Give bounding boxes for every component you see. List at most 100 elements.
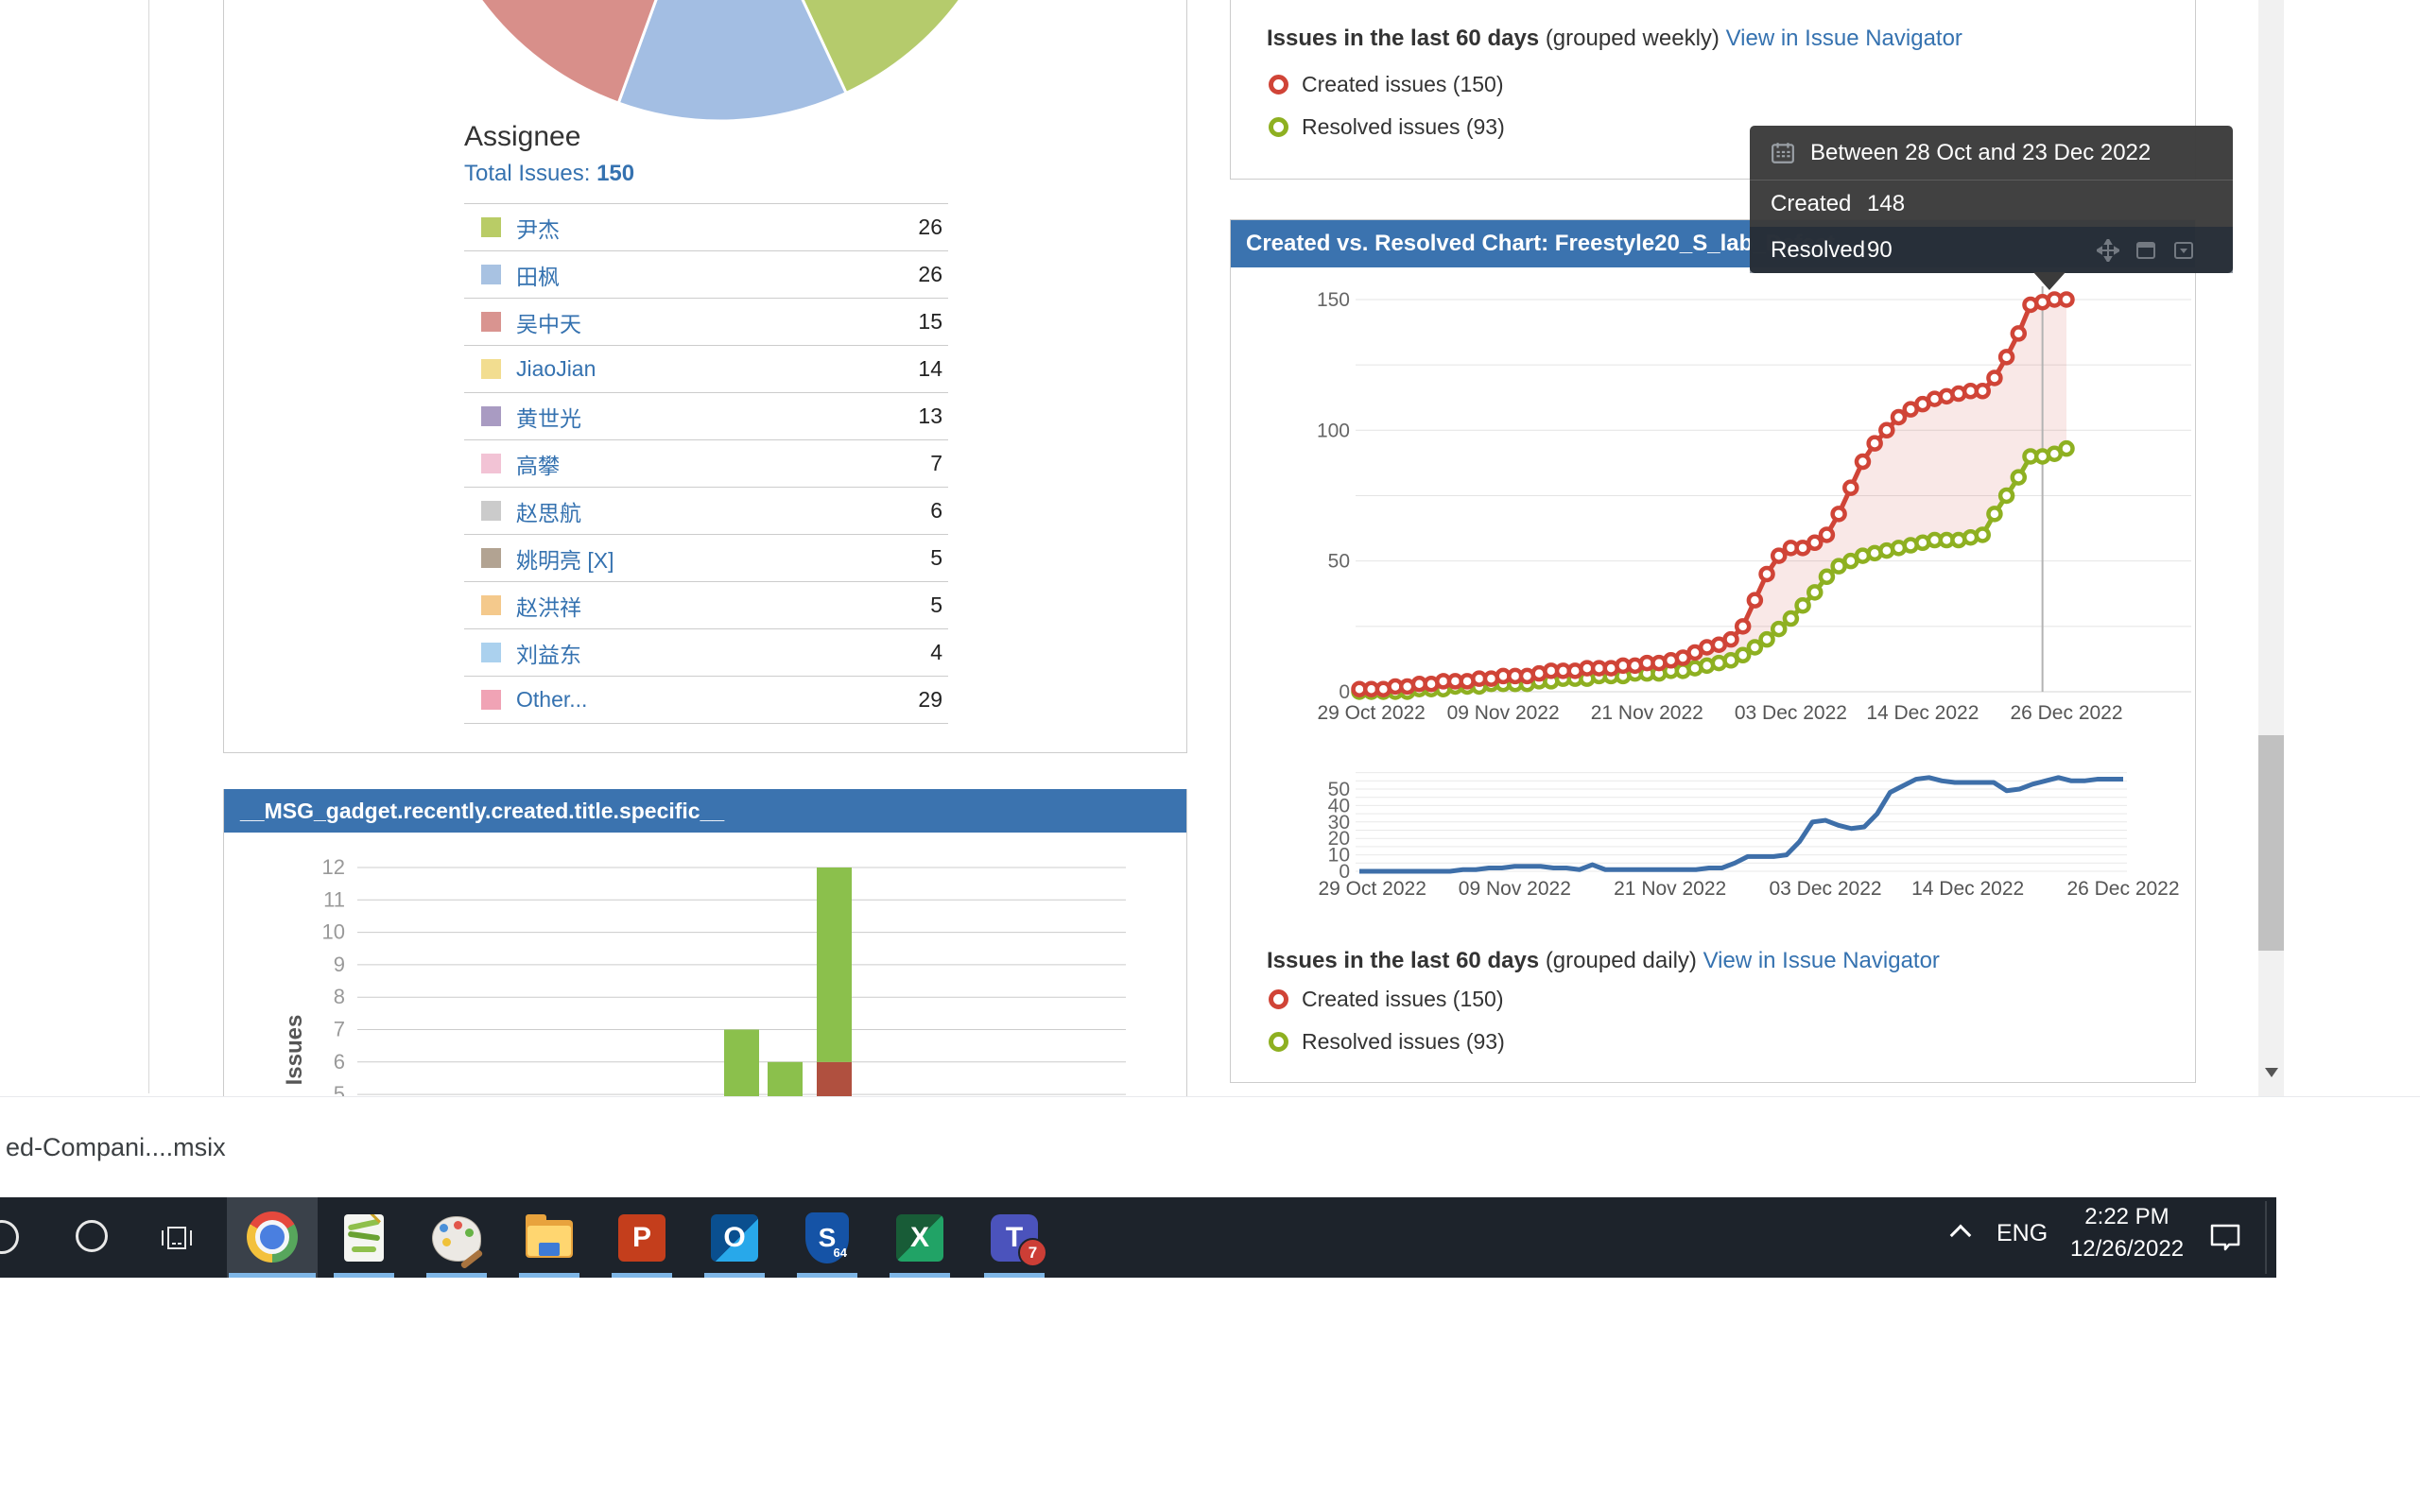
file-explorer-icon[interactable] <box>524 1212 575 1263</box>
weekly-title-line: Issues in the last 60 days (grouped week… <box>1267 26 1962 52</box>
download-item[interactable]: ed-Compani....msix <box>6 1097 226 1198</box>
assignee-count: 6 <box>930 498 942 523</box>
action-center-icon[interactable] <box>2208 1222 2242 1254</box>
show-desktop-divider[interactable] <box>2265 1201 2267 1274</box>
calendar-icon <box>1772 142 1794 163</box>
svg-text:21 Nov 2022: 21 Nov 2022 <box>1614 878 1726 900</box>
weekly-view-in-issue-navigator-link[interactable]: View in Issue Navigator <box>1725 26 1962 51</box>
weekly-created-label: Created issues (150) <box>1302 72 1504 96</box>
scrollbar-down-arrow-icon[interactable] <box>2265 1068 2278 1077</box>
tooltip-created-row: Created 148 <box>1750 180 2233 227</box>
recently-created-header[interactable]: __MSG_gadget.recently.created.title.spec… <box>224 789 1186 833</box>
assignee-link[interactable]: 黄世光 <box>516 405 581 431</box>
running-indicator <box>704 1273 765 1278</box>
tooltip-pointer <box>2033 272 2066 290</box>
weekly-gadget: Issues in the last 60 days (grouped week… <box>1230 0 2196 180</box>
assignee-link[interactable]: 尹杰 <box>516 216 560 242</box>
assignee-link[interactable]: 田枫 <box>516 264 560 289</box>
chrome-running-indicator <box>229 1273 316 1278</box>
assignee-link[interactable]: Other... <box>516 687 588 712</box>
svg-text:40: 40 <box>1328 795 1350 816</box>
svg-text:09 Nov 2022: 09 Nov 2022 <box>1447 702 1560 724</box>
scrollbar-thumb[interactable] <box>2258 735 2284 951</box>
assignee-count: 4 <box>930 640 942 664</box>
svg-text:100: 100 <box>1317 420 1350 441</box>
tooltip-resolved-row: Resolved 90 <box>1750 227 2233 273</box>
chrome-icon[interactable] <box>247 1211 298 1263</box>
excel-icon[interactable]: X <box>894 1212 945 1263</box>
weekly-resolved-label: Resolved issues (93) <box>1302 114 1505 139</box>
legend-swatch <box>481 359 501 379</box>
clock[interactable]: 2:22 PM 12/26/2022 <box>2051 1201 2203 1274</box>
cortana-ring-icon[interactable] <box>76 1220 108 1252</box>
svg-text:50: 50 <box>1328 779 1350 800</box>
svg-text:11: 11 <box>323 887 345 911</box>
assignee-link[interactable]: 赵洪祥 <box>516 594 581 620</box>
chrome-taskbar-slot[interactable] <box>227 1197 318 1278</box>
task-view-icon[interactable] <box>161 1222 193 1254</box>
table-row: 赵洪祥 5 <box>464 581 948 628</box>
svg-text:26 Dec 2022: 26 Dec 2022 <box>2010 702 2122 724</box>
assignee-count: 7 <box>930 451 942 475</box>
resolved-ring-icon <box>1269 117 1288 137</box>
daily-title: Issues in the last 60 days <box>1267 948 1540 973</box>
created-ring-icon <box>1269 989 1288 1009</box>
powerpoint-icon[interactable]: P <box>616 1212 667 1263</box>
legend-swatch <box>481 265 501 284</box>
table-row: 高攀 7 <box>464 439 948 487</box>
assignee-link[interactable]: 刘益东 <box>516 642 581 667</box>
outlook-icon[interactable]: O <box>709 1212 760 1263</box>
assignee-link[interactable]: JiaoJian <box>516 356 596 381</box>
pie-chart-title: Assignee <box>464 121 581 152</box>
tooltip-resolved-label: Resolved <box>1771 236 1866 263</box>
assignee-pie-chart[interactable] <box>224 0 1186 126</box>
table-row: JiaoJian 14 <box>464 345 948 392</box>
assignee-link[interactable]: 姚明亮 [X] <box>516 547 614 573</box>
daily-resolved-legend: Resolved issues (93) <box>1269 1029 1505 1055</box>
search-ring-icon[interactable] <box>0 1220 19 1254</box>
assignee-count: 15 <box>918 309 942 334</box>
security-shield-64-icon[interactable]: S 64 <box>802 1212 853 1263</box>
running-indicator <box>426 1273 487 1278</box>
legend-swatch <box>481 595 501 615</box>
total-issues-line: Total Issues: 150 <box>464 161 634 187</box>
svg-text:5: 5 <box>334 1082 345 1096</box>
svg-text:12: 12 <box>322 855 345 879</box>
assignee-count: 26 <box>918 215 942 239</box>
daily-view-in-issue-navigator-link[interactable]: View in Issue Navigator <box>1703 948 1940 973</box>
tooltip-created-label: Created <box>1771 190 1852 216</box>
tooltip-created-value: 148 <box>1867 190 1906 216</box>
svg-text:9: 9 <box>334 953 345 976</box>
svg-text:26 Dec 2022: 26 Dec 2022 <box>2066 878 2179 900</box>
svg-text:50: 50 <box>1328 551 1350 573</box>
assignee-link[interactable]: 吴中天 <box>516 311 581 336</box>
svg-text:6: 6 <box>334 1050 345 1074</box>
svg-text:7: 7 <box>334 1018 345 1041</box>
language-indicator[interactable]: ENG <box>1996 1220 2048 1246</box>
clock-date: 12/26/2022 <box>2069 1236 2185 1262</box>
daily-subtitle: (grouped daily) <box>1545 948 1697 973</box>
table-row: 黄世光 13 <box>464 392 948 439</box>
legend-swatch <box>481 312 501 332</box>
assignee-link[interactable]: 赵思航 <box>516 500 581 525</box>
paint-icon[interactable] <box>431 1212 484 1270</box>
notepad-plus-plus-icon[interactable] <box>338 1212 389 1263</box>
daily-title-line: Issues in the last 60 days (grouped dail… <box>1267 948 1940 974</box>
download-filename[interactable]: ed-Compani....msix <box>6 1133 226 1161</box>
tray-show-hidden-icons-chevron[interactable] <box>1949 1224 1972 1247</box>
legend-swatch <box>481 501 501 521</box>
table-row: 赵思航 6 <box>464 487 948 534</box>
teams-icon[interactable]: T 7 <box>989 1212 1047 1267</box>
svg-text:09 Nov 2022: 09 Nov 2022 <box>1459 878 1571 900</box>
download-bar: ed-Compani....msix Show all <box>0 1096 2420 1197</box>
chart-tooltip: Between 28 Oct and 23 Dec 2022 Created 1… <box>1750 126 2233 273</box>
gadget-controls-seen-through-tooltip <box>2097 238 2195 262</box>
assignee-link[interactable]: 高攀 <box>516 453 560 478</box>
legend-swatch <box>481 690 501 710</box>
resolved-ring-icon <box>1269 1032 1288 1052</box>
recently-created-bar-chart[interactable]: 12 11 10 9 8 7 6 5 Issues <box>224 833 1186 1096</box>
weekly-created-legend: Created issues (150) <box>1269 72 1504 97</box>
svg-text:14 Dec 2022: 14 Dec 2022 <box>1866 702 1979 724</box>
left-gadget-edge <box>148 0 149 1093</box>
